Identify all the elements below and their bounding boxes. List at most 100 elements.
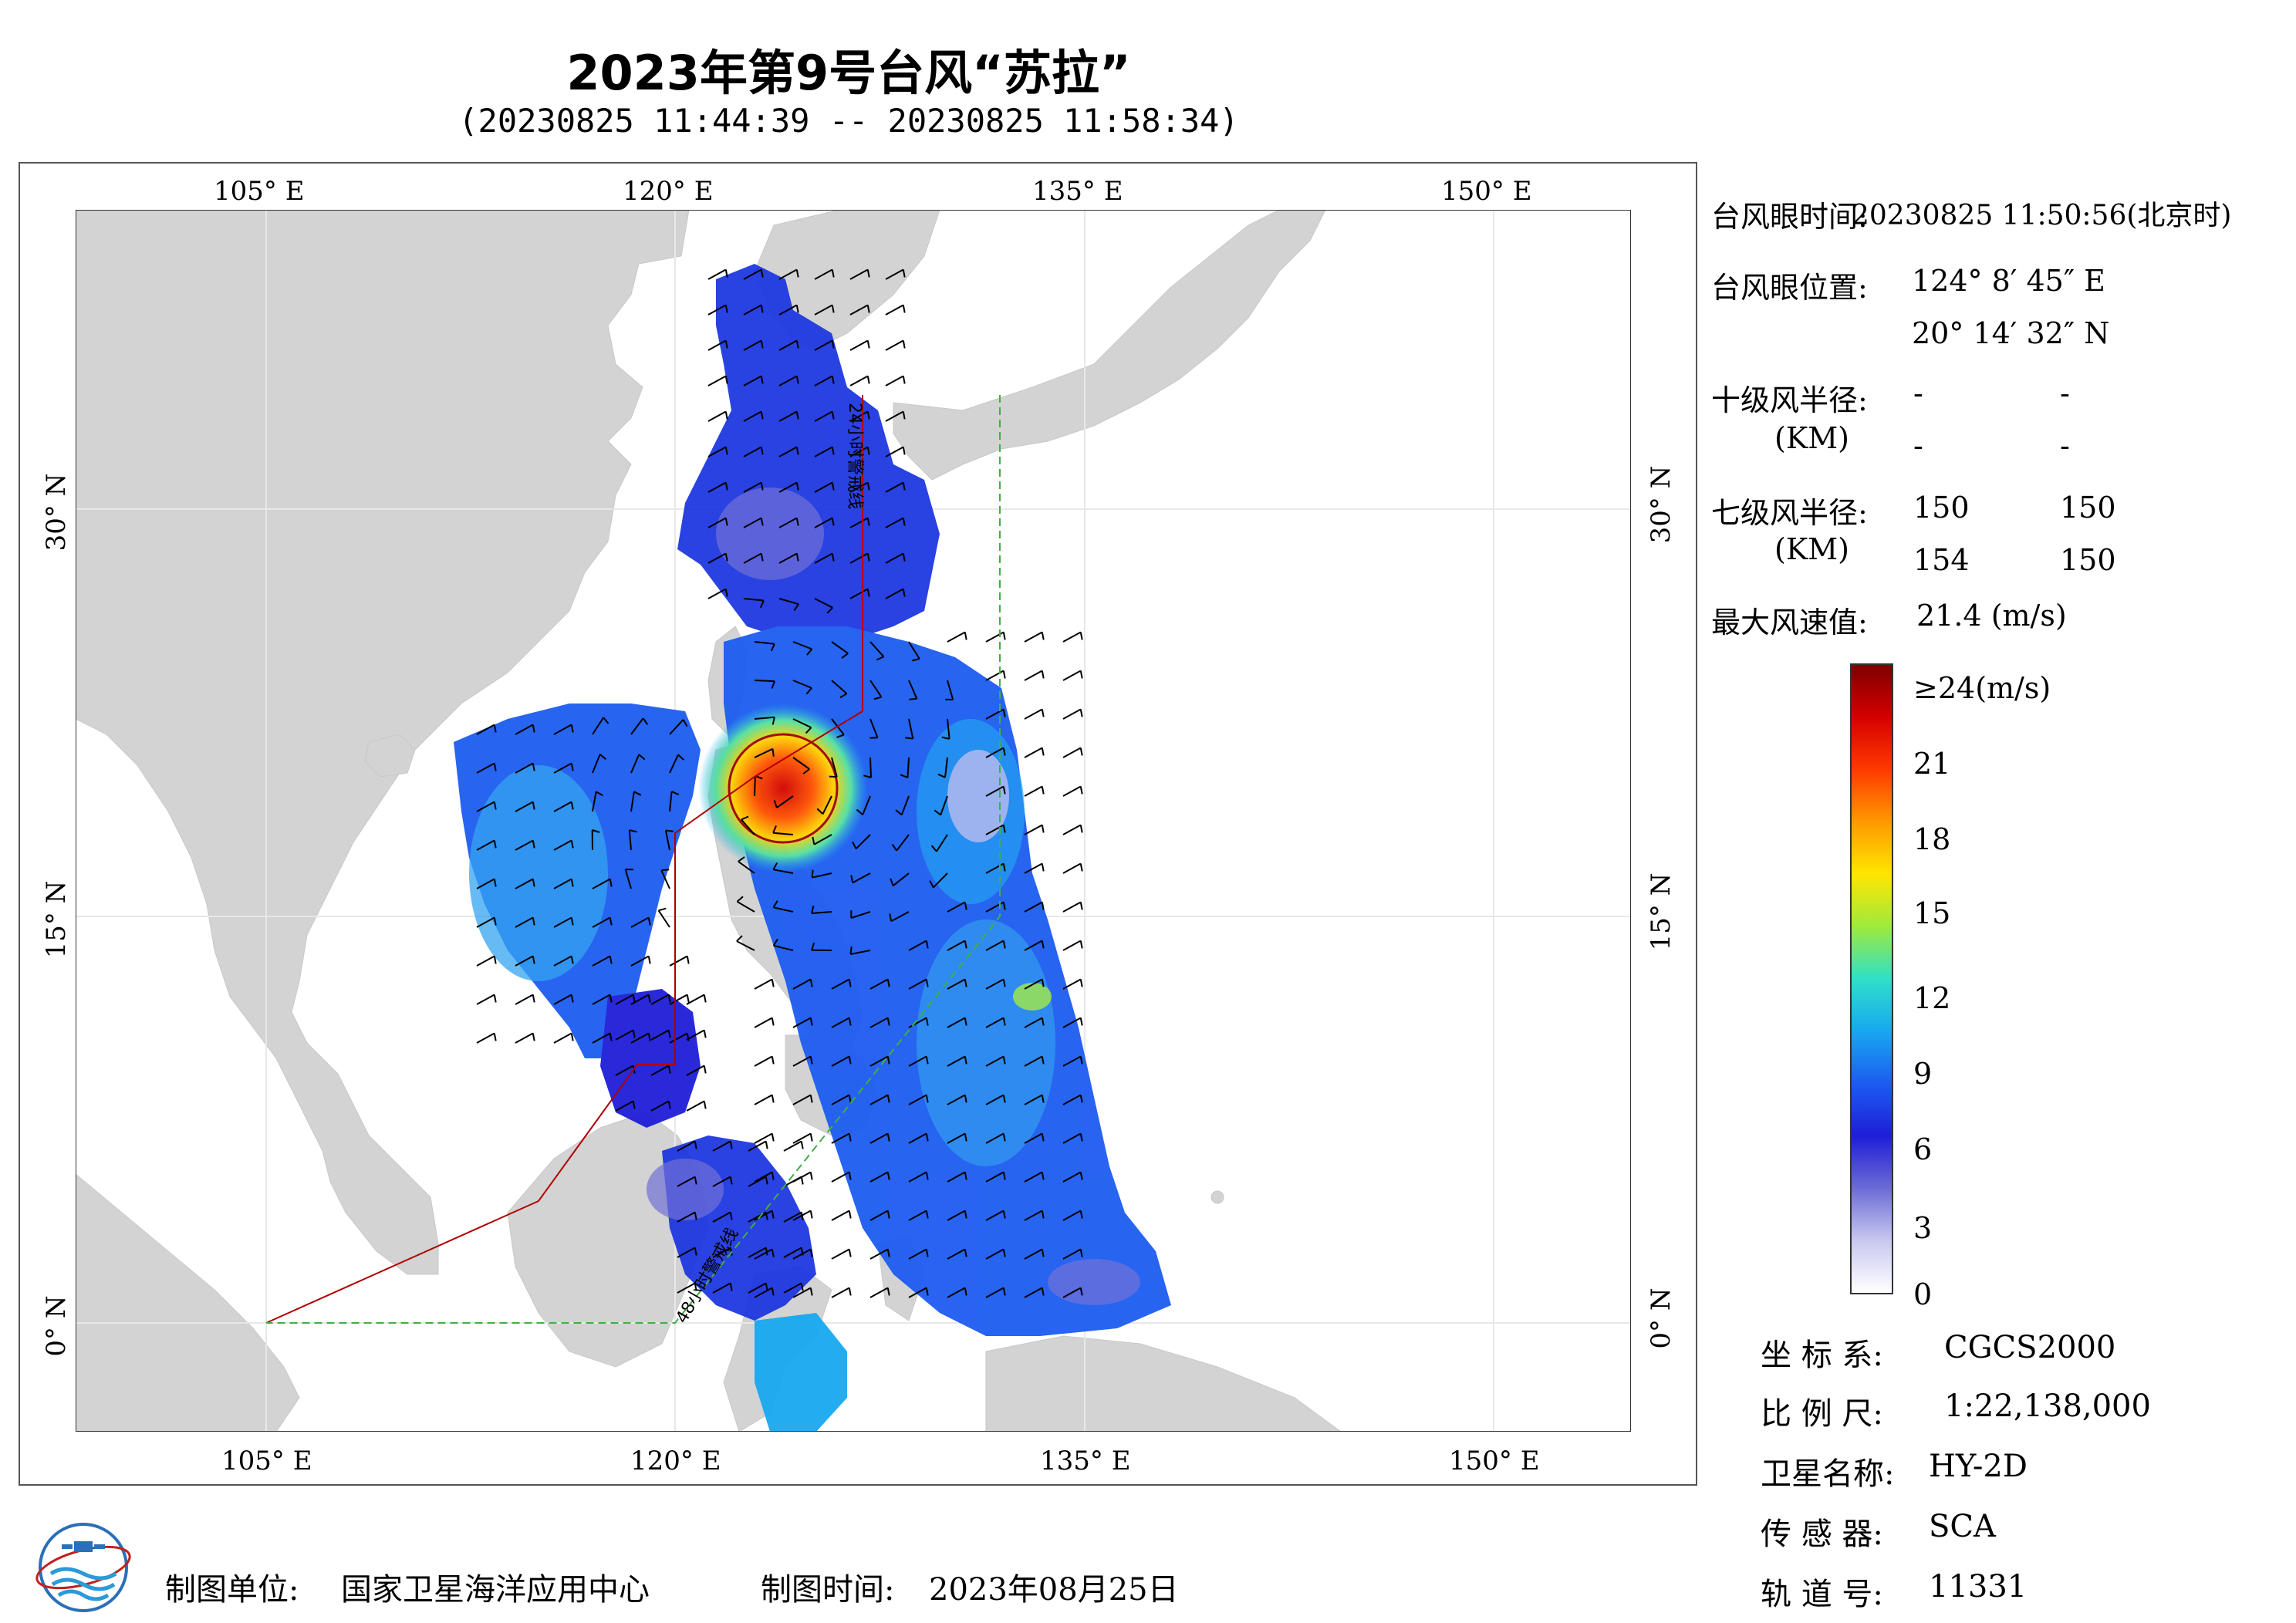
wind-barb bbox=[592, 1032, 611, 1044]
wind-barb bbox=[862, 795, 871, 815]
wind-barb-flag bbox=[1079, 632, 1083, 640]
wind-barb bbox=[1024, 1132, 1043, 1144]
wind-barb bbox=[849, 517, 869, 528]
wind-barb bbox=[985, 1287, 1004, 1298]
wind-barb-flag bbox=[570, 801, 574, 810]
wind-barb bbox=[707, 410, 727, 422]
wind-barb bbox=[1024, 824, 1043, 835]
wind-barb bbox=[707, 268, 727, 280]
wind-barb bbox=[592, 955, 611, 967]
wind-barb-flag bbox=[848, 1133, 852, 1142]
wind-barb bbox=[677, 1247, 696, 1258]
wind-barb bbox=[831, 1017, 850, 1028]
r7-value: 150 bbox=[2060, 543, 2116, 577]
wind-barb-flag bbox=[632, 1030, 636, 1038]
wind-barb bbox=[630, 754, 640, 774]
wind-barb bbox=[908, 1171, 927, 1183]
wind-barb bbox=[778, 481, 798, 493]
wind-barb-flag bbox=[1079, 1056, 1083, 1065]
wind-barb bbox=[660, 869, 670, 889]
wind-barb-flag bbox=[729, 1283, 733, 1291]
wind-barb bbox=[743, 446, 762, 457]
r7-unit: (KM) bbox=[1774, 532, 1849, 566]
wind-barb-flag bbox=[964, 1017, 967, 1026]
wind-barb-flag bbox=[1079, 940, 1083, 949]
wind-barb bbox=[778, 304, 798, 315]
wind-barb-flag bbox=[570, 763, 574, 771]
wind-barb bbox=[778, 598, 799, 606]
wind-barb bbox=[908, 1055, 927, 1067]
swath-pale-patch bbox=[947, 750, 1009, 842]
wind-barb-flag bbox=[1079, 1287, 1083, 1296]
wind-barb-flag bbox=[839, 693, 848, 699]
wind-barb bbox=[869, 641, 885, 657]
wind-barb-flag bbox=[802, 768, 810, 774]
wind-barb bbox=[852, 872, 871, 884]
wind-barb bbox=[515, 839, 534, 851]
wind-barb-flag bbox=[609, 917, 613, 926]
wind-barb-flag bbox=[570, 994, 574, 1003]
wind-barb-flag bbox=[1041, 786, 1045, 795]
wind-barb-flag bbox=[760, 305, 764, 313]
wind-barb-flag bbox=[1079, 786, 1083, 795]
land-hainan bbox=[364, 734, 416, 778]
wind-barb bbox=[855, 834, 871, 850]
wind-barb-flag bbox=[937, 773, 946, 778]
wind-barb bbox=[754, 1171, 773, 1183]
wind-barb-flag bbox=[964, 1056, 967, 1065]
wind-barb-flag bbox=[1002, 670, 1006, 679]
typhoon-core bbox=[698, 704, 868, 873]
wind-barb-flag bbox=[724, 482, 728, 491]
wind-barb bbox=[831, 1210, 850, 1221]
wind-barb-flag bbox=[667, 1065, 671, 1074]
wind-barb bbox=[831, 641, 849, 654]
wind-barb-flag bbox=[886, 1017, 890, 1026]
wind-barb bbox=[778, 446, 798, 457]
wind-barb bbox=[849, 339, 869, 351]
wind-barb-flag bbox=[856, 808, 863, 815]
wind-barb bbox=[985, 747, 1004, 758]
wind-barb bbox=[985, 785, 1004, 797]
wind-barb-flag bbox=[964, 1210, 967, 1219]
wind-barb-flag bbox=[800, 1247, 804, 1256]
wind-barb-flag bbox=[902, 305, 906, 313]
wind-barb-flag bbox=[902, 376, 906, 384]
wind-barb-flag bbox=[1079, 1095, 1083, 1103]
wind-barb bbox=[792, 757, 810, 770]
wind-barb bbox=[630, 791, 635, 812]
wind-barb bbox=[553, 1032, 572, 1044]
wind-barb bbox=[908, 1210, 927, 1221]
wind-barb bbox=[743, 304, 762, 315]
wind-barb-flag bbox=[812, 836, 815, 845]
wind-barb-flag bbox=[759, 600, 765, 609]
wind-barb bbox=[908, 1094, 927, 1105]
wind-barb bbox=[1062, 747, 1082, 758]
wind-barb bbox=[869, 1094, 889, 1105]
wind-barb bbox=[814, 339, 833, 351]
wind-barb bbox=[813, 834, 832, 845]
wind-barb-flag bbox=[795, 482, 799, 491]
wind-barb bbox=[553, 724, 572, 735]
wind-barb-flag bbox=[736, 896, 744, 903]
land-island bbox=[1210, 1190, 1224, 1204]
wind-barb-flag bbox=[866, 553, 870, 562]
wind-barb-flag bbox=[771, 680, 775, 689]
wind-barb bbox=[947, 901, 966, 913]
warning-line-48h bbox=[266, 395, 1001, 1324]
wind-barb bbox=[890, 911, 910, 923]
wind-barb bbox=[1062, 670, 1082, 681]
wind-barb bbox=[615, 1100, 634, 1112]
wind-barb-flag bbox=[848, 1056, 852, 1065]
wind-barb bbox=[814, 552, 833, 564]
wind-barb bbox=[707, 588, 727, 599]
wind-barb bbox=[908, 1248, 927, 1260]
wind-barb bbox=[754, 1210, 773, 1221]
wind-barb-flag bbox=[592, 829, 600, 833]
wind-barb-flag bbox=[890, 878, 894, 886]
wind-barb-flag bbox=[1041, 1287, 1045, 1296]
wind-barb-flag bbox=[902, 447, 906, 455]
wind-barb bbox=[743, 481, 762, 493]
wind-barb-flag bbox=[765, 1141, 768, 1149]
r7-value: 150 bbox=[2060, 491, 2116, 525]
wind-barb-flag bbox=[671, 791, 680, 796]
